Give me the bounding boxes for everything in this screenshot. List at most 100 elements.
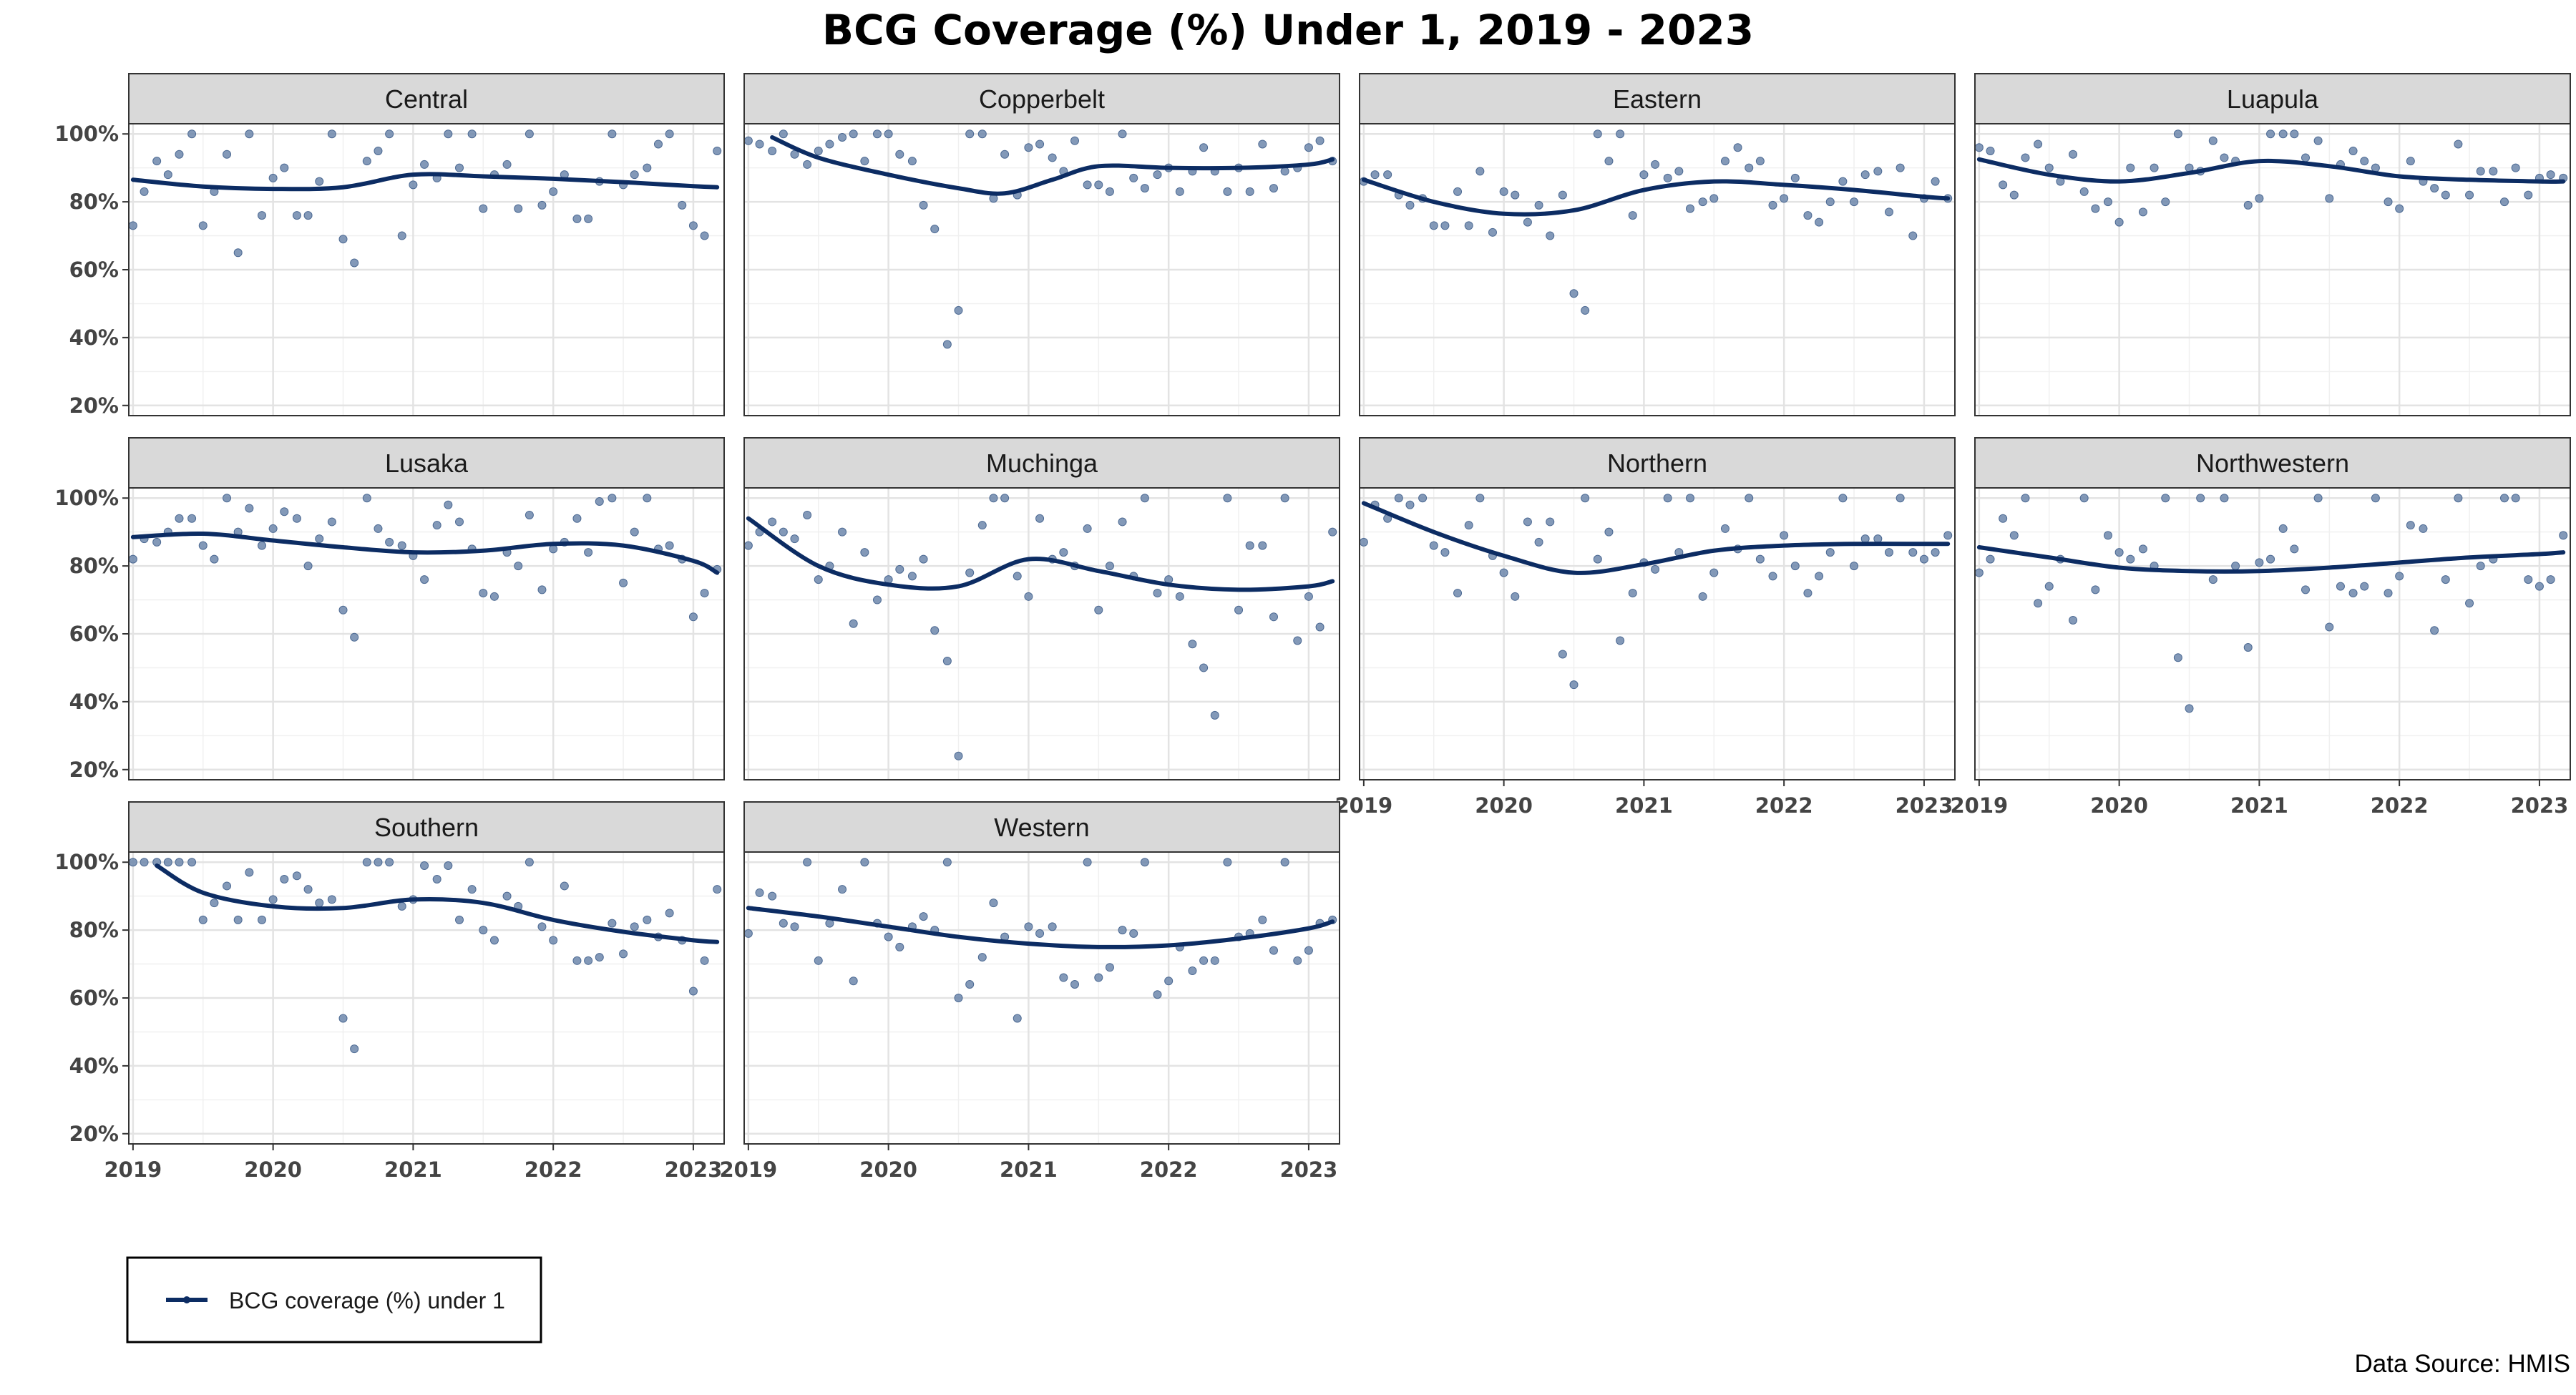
facet-panel-muchinga: Muchinga [743,437,1340,780]
legend: BCG coverage (%) under 1 [126,1256,542,1343]
x-tick-label: 2021 [1615,793,1673,818]
data-point [860,858,869,867]
data-point [1919,554,1928,564]
data-point [549,936,558,945]
x-tick-label: 2019 [104,1157,162,1182]
data-point [2079,187,2089,196]
data-point [1698,197,1707,207]
y-tick-label: 20% [69,758,119,782]
data-point [268,173,278,182]
data-point [175,858,184,867]
data-point [608,129,617,139]
data-point [1803,589,1813,598]
data-point [257,915,266,924]
data-point [1024,922,1033,931]
data-point [1838,494,1848,503]
data-point [374,146,383,155]
legend-label: BCG coverage (%) under 1 [229,1288,505,1313]
data-point [1860,534,1870,544]
y-tick-label: 40% [69,1054,119,1078]
data-point [1245,187,1254,196]
legend-key-point [183,1296,190,1303]
data-point [1860,170,1870,180]
x-tick-label: 2020 [1475,793,1533,818]
data-point [1000,150,1010,159]
data-point [1234,605,1244,615]
y-tick-label: 80% [69,918,119,942]
data-point [790,922,799,931]
data-point [1210,710,1219,720]
data-point [872,129,882,139]
data-point [362,858,371,867]
x-tick-label: 2020 [2090,793,2148,818]
data-point [1709,194,1719,203]
data-point [1429,541,1438,550]
data-point [514,204,523,213]
data-point [1651,160,1660,169]
data-point [1639,170,1649,180]
data-point [965,980,975,989]
data-point [2138,544,2147,554]
data-point [1663,494,1672,503]
data-point [1569,680,1579,690]
data-point [233,248,243,258]
data-point [1013,1014,1022,1023]
data-point [2290,129,2299,139]
data-point [223,494,232,503]
x-tick-label: 2021 [2230,793,2288,818]
data-point [743,929,753,938]
data-point [1258,541,1267,550]
data-point [350,632,359,642]
data-point [2325,622,2334,632]
data-point [1245,541,1254,550]
data-point [2371,494,2380,503]
data-point [1873,167,1883,176]
data-point [1558,190,1567,200]
data-point [2454,494,2463,503]
data-point [245,868,254,877]
data-point [444,861,453,870]
data-point [409,180,418,190]
data-point [930,225,940,234]
data-point [1686,494,1695,503]
trend-line [130,172,720,192]
data-point [1059,548,1068,557]
data-point [233,915,243,924]
data-point [2009,531,2019,540]
data-point [2313,136,2323,145]
data-point [1709,568,1719,577]
data-point [665,129,674,139]
data-point [444,129,453,139]
data-point [1780,194,1789,203]
data-point [315,534,324,544]
facet-panel-central: Central 20% 40% 60% 80% 100% [54,73,725,418]
data-point [643,494,652,503]
data-point [1035,514,1045,523]
data-point [1986,146,1995,155]
data-point [665,909,674,918]
data-point [2384,197,2393,207]
data-point [1523,517,1532,527]
data-point [2091,585,2100,594]
data-point [1210,956,1219,965]
data-point [2255,558,2264,567]
data-point [1118,926,1127,935]
data-point [1581,494,1590,503]
data-point [942,858,952,867]
trend-line [155,863,720,944]
data-point [1405,500,1415,509]
data-point [187,514,197,523]
data-point [2454,140,2463,149]
data-point [884,932,893,941]
data-point [838,885,847,894]
x-tick-label: 2019 [720,1157,778,1182]
data-point [140,858,149,867]
data-point [825,140,834,149]
data-point [2336,582,2345,591]
data-point [1974,143,1984,152]
facet-strip-label: Western [994,813,1089,842]
x-tick-label: 2023 [2511,793,2569,818]
data-point [420,575,429,584]
data-point [814,956,823,965]
data-point [1546,517,1555,527]
